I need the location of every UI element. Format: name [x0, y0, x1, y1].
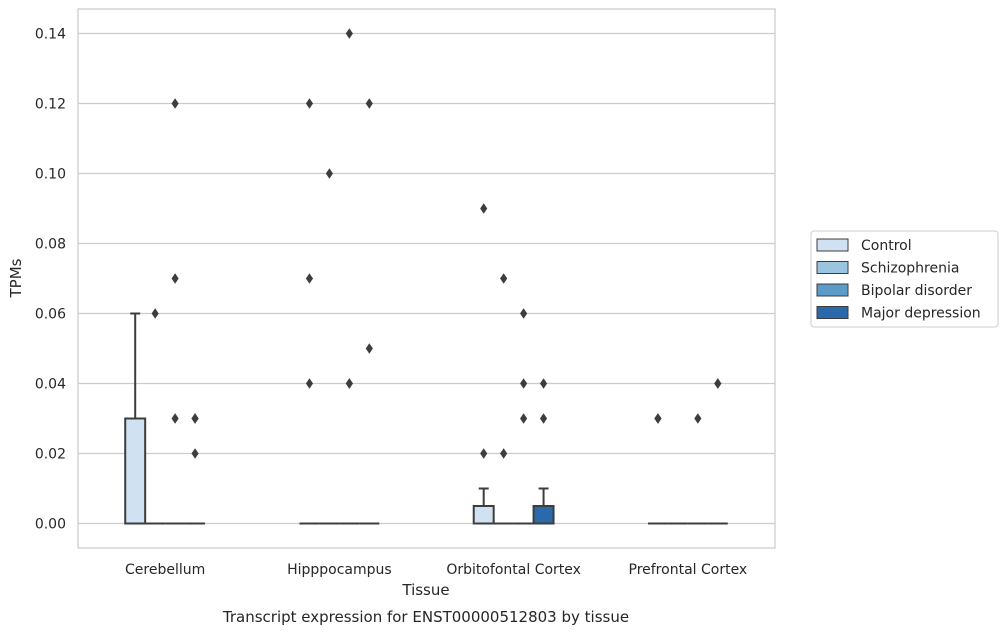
legend: Control Schizophrenia Bipolar disorder Majo… — [810, 230, 999, 328]
x-axis-title: Tissue — [401, 581, 449, 599]
legend-label: Schizophrenia — [861, 261, 959, 277]
box-body — [532, 505, 555, 525]
outlier-point — [520, 413, 528, 424]
y-tick-label: 0.04 — [35, 377, 66, 393]
y-tick-labels: 0.00 0.02 0.04 0.06 0.08 0.10 0.12 0.14 — [35, 27, 66, 533]
outlier-layer — [151, 28, 722, 459]
outlier-point — [520, 378, 528, 389]
outlier-point — [654, 413, 662, 424]
x-tick-label: Orbitofontal Cortex — [446, 562, 581, 578]
legend-swatch — [816, 261, 849, 274]
x-tick-label: Hipppocampus — [287, 562, 392, 578]
outlier-point — [345, 28, 353, 39]
outlier-point — [539, 378, 548, 389]
y-axis-title: TPMs — [7, 258, 25, 298]
outlier-point — [191, 413, 199, 424]
outlier-point — [325, 168, 333, 179]
outlier-point — [694, 413, 702, 424]
outlier-point — [500, 273, 508, 284]
outlier-point — [365, 98, 373, 109]
legend-swatch — [816, 283, 849, 297]
outlier-point — [539, 413, 548, 424]
y-tick-label: 0.12 — [35, 97, 66, 113]
y-gridlines — [78, 32, 775, 525]
chart-caption: Transcript expression for ENST0000051280… — [222, 608, 629, 626]
outlier-point — [520, 308, 528, 319]
outlier-point — [171, 413, 179, 424]
box-control — [124, 312, 147, 525]
outlier-point — [480, 203, 488, 214]
y-tick-label: 0.00 — [35, 517, 66, 533]
legend-frame — [810, 230, 999, 328]
legend-label: Major depression — [861, 306, 981, 322]
legend-swatch — [816, 306, 849, 319]
box-body — [124, 417, 147, 525]
box-body — [472, 505, 495, 525]
legend-swatch — [816, 238, 849, 252]
outlier-point — [480, 448, 488, 459]
box-major-depression — [532, 487, 555, 525]
x-tick-label: Prefrontal Cortex — [629, 562, 748, 578]
box-control — [472, 487, 495, 525]
legend-label: Bipolar disorder — [861, 283, 972, 299]
y-tick-label: 0.10 — [35, 167, 66, 183]
y-tick-label: 0.14 — [35, 27, 66, 43]
y-tick-label: 0.08 — [35, 237, 66, 253]
outlier-point — [714, 378, 722, 389]
outlier-point — [171, 273, 179, 284]
outlier-point — [365, 343, 373, 354]
legend-label: Control — [861, 238, 912, 254]
outlier-point — [500, 448, 508, 459]
y-tick-label: 0.02 — [35, 447, 66, 463]
outlier-point — [151, 308, 159, 319]
box-layer — [124, 312, 728, 525]
outlier-point — [345, 378, 353, 389]
x-tick-labels: Cerebellum Hipppocampus Orbitofontal Corte… — [125, 562, 747, 578]
outlier-point — [171, 98, 179, 109]
x-tick-label: Cerebellum — [125, 562, 205, 578]
plot-area-frame — [77, 8, 776, 549]
outlier-point — [305, 378, 314, 389]
y-tick-label: 0.06 — [35, 307, 66, 323]
outlier-point — [305, 273, 314, 284]
outlier-point — [191, 448, 199, 459]
outlier-point — [305, 98, 314, 109]
